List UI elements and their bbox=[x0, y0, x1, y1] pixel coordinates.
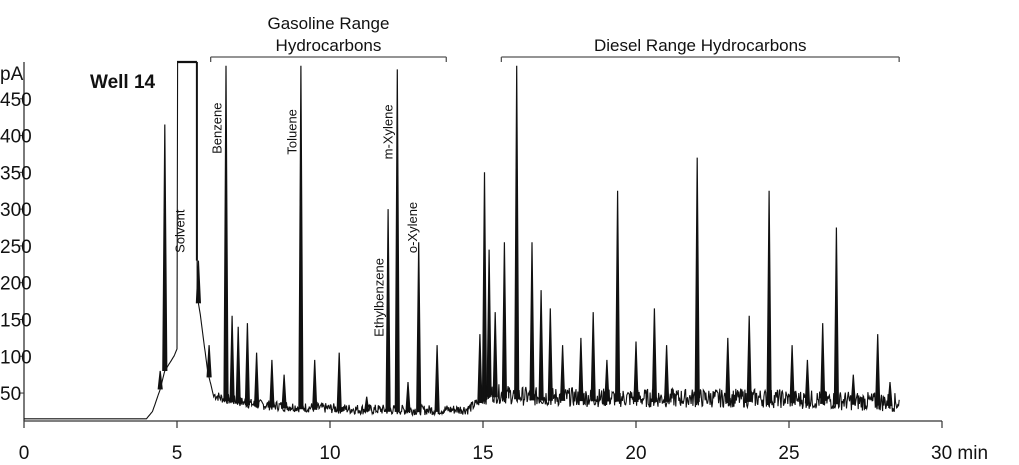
peak bbox=[501, 242, 507, 399]
peak bbox=[336, 352, 342, 411]
y-axis-label: pA bbox=[0, 64, 24, 85]
y-tick-label: 300 bbox=[0, 200, 32, 221]
x-tick-label: 15 bbox=[472, 443, 493, 464]
peak bbox=[206, 345, 212, 378]
x-tick-label: 0 bbox=[19, 443, 30, 464]
x-tick-label: 20 bbox=[625, 443, 646, 464]
peak-label: m-Xylene bbox=[381, 104, 396, 159]
hydrocarbon-ranges: Gasoline Range Hydrocarbons Diesel Range H… bbox=[210, 14, 900, 62]
y-axis-ticks: 50 100 150 200 250 300 350 400 450 bbox=[0, 90, 32, 405]
y-tick-label: 150 bbox=[0, 310, 32, 331]
peak bbox=[833, 227, 839, 405]
peak bbox=[789, 345, 795, 403]
peak bbox=[766, 190, 772, 403]
peak-label: o-Xylene bbox=[405, 202, 420, 253]
peak bbox=[298, 65, 304, 410]
peak bbox=[590, 312, 596, 402]
chromatogram-peaks bbox=[157, 65, 893, 413]
peak bbox=[394, 69, 400, 412]
peak bbox=[604, 359, 610, 402]
peak bbox=[664, 345, 670, 402]
peak bbox=[725, 337, 731, 402]
peak bbox=[538, 290, 544, 401]
peak bbox=[223, 65, 229, 402]
range-label: Gasoline Range bbox=[268, 14, 390, 33]
peak bbox=[514, 65, 520, 400]
peak bbox=[547, 308, 553, 401]
peak bbox=[492, 312, 498, 398]
x-axis-ticks: 0 5 10 15 20 25 30 min bbox=[19, 421, 988, 464]
peak bbox=[560, 345, 566, 401]
peak bbox=[481, 172, 488, 400]
peak bbox=[244, 323, 250, 406]
peak bbox=[281, 374, 287, 409]
peak-label: Toluene bbox=[284, 109, 299, 155]
range-label: Hydrocarbons bbox=[276, 36, 382, 55]
peak bbox=[157, 370, 163, 390]
peak bbox=[529, 242, 535, 401]
peak bbox=[229, 315, 235, 403]
y-tick-label: 400 bbox=[0, 127, 32, 148]
chromatogram-trace bbox=[24, 60, 900, 420]
well-label: Well 14 bbox=[90, 72, 156, 93]
y-tick-label: 200 bbox=[0, 274, 32, 295]
peak bbox=[615, 190, 621, 402]
peak bbox=[405, 381, 411, 413]
peak-label: Benzene bbox=[209, 103, 224, 154]
x-tick-label: 25 bbox=[778, 443, 799, 464]
peak bbox=[486, 249, 492, 397]
peak bbox=[312, 359, 318, 410]
peak-label: Solvent bbox=[173, 209, 188, 253]
peak bbox=[162, 124, 168, 372]
peak bbox=[694, 157, 700, 402]
peak bbox=[434, 345, 440, 412]
peak bbox=[746, 315, 752, 402]
x-tick-label: 5 bbox=[172, 443, 183, 464]
peak bbox=[887, 381, 893, 407]
trace-line bbox=[24, 61, 900, 420]
y-tick-label: 350 bbox=[0, 163, 32, 184]
peak bbox=[254, 352, 260, 407]
peak bbox=[633, 341, 639, 402]
y-tick-label: 50 bbox=[0, 384, 21, 405]
peak bbox=[416, 242, 422, 413]
range-label: Diesel Range Hydrocarbons bbox=[594, 36, 807, 55]
peak bbox=[850, 374, 856, 405]
peak bbox=[477, 334, 483, 404]
peak bbox=[804, 359, 810, 404]
y-tick-label: 450 bbox=[0, 90, 32, 111]
peak bbox=[269, 359, 275, 408]
peak bbox=[385, 209, 391, 412]
y-tick-label: 250 bbox=[0, 237, 32, 258]
x-tick-label: 10 bbox=[319, 443, 340, 464]
peak bbox=[195, 260, 201, 304]
y-tick-label: 100 bbox=[0, 347, 32, 368]
peak bbox=[578, 337, 584, 402]
peak-label: Ethylbenzene bbox=[372, 258, 387, 337]
x-tick-label: 30 min bbox=[931, 443, 988, 464]
peak-labels: Solvent Benzene Toluene Ethylbenzene m-Xylen… bbox=[173, 103, 421, 337]
peak bbox=[820, 323, 826, 404]
peak bbox=[875, 334, 881, 406]
peak bbox=[235, 326, 241, 404]
peak bbox=[651, 308, 657, 402]
peak bbox=[364, 396, 370, 412]
